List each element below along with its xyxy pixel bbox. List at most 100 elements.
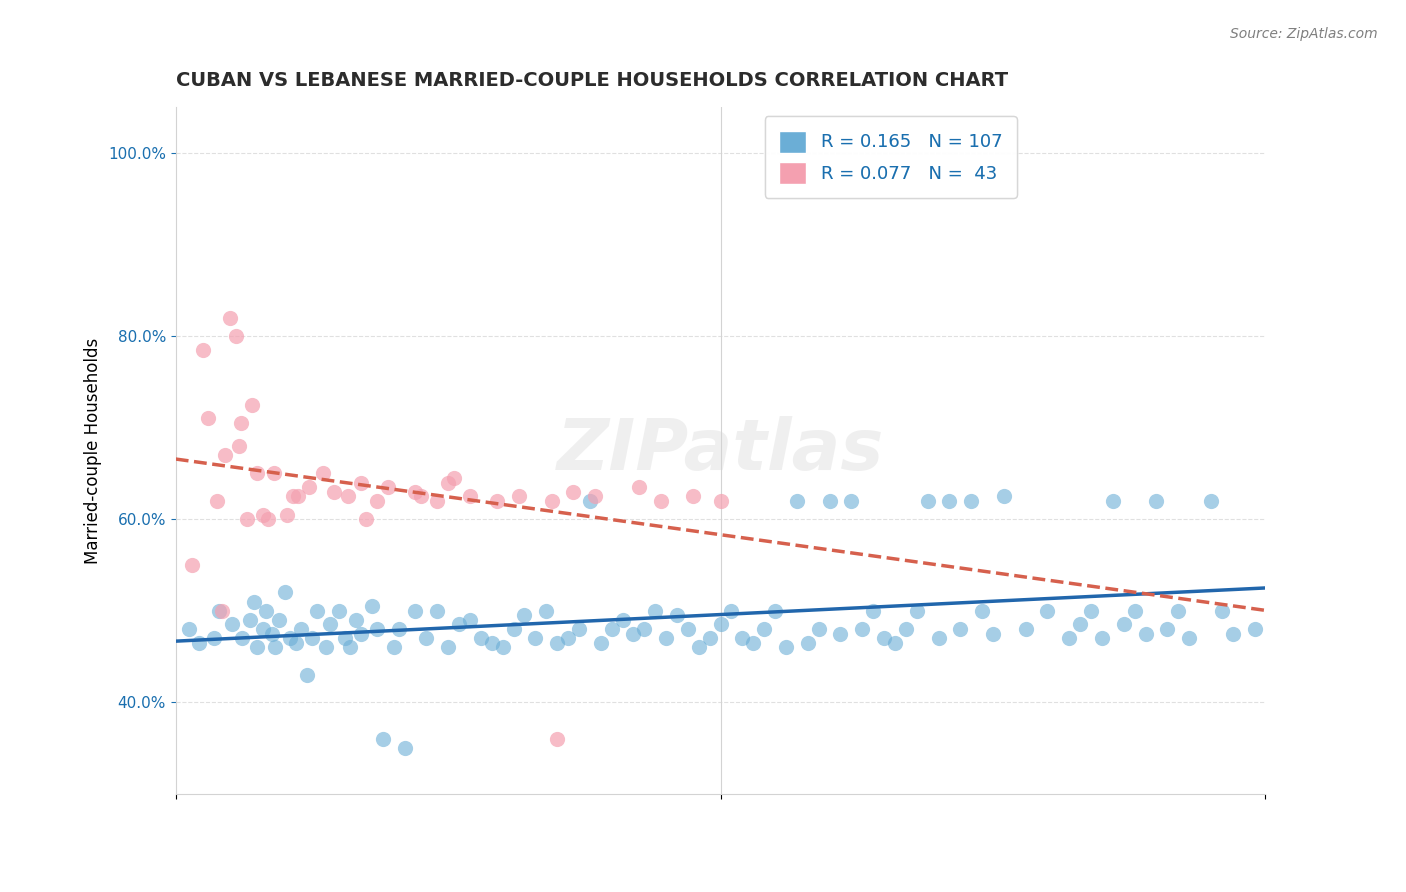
Point (231, 416, 253, 430)
Point (1080, 604, 1102, 618)
Point (513, 608, 536, 623)
Point (731, 631, 754, 645)
Point (775, 640, 797, 655)
Point (361, 599, 384, 614)
Point (443, 471, 465, 485)
Point (830, 626, 852, 640)
Point (1123, 604, 1146, 618)
Point (600, 622, 623, 636)
Point (269, 613, 291, 627)
Point (917, 493, 939, 508)
Point (394, 741, 416, 756)
Point (562, 484, 585, 499)
Point (283, 489, 305, 503)
Point (254, 604, 277, 618)
Point (301, 631, 323, 645)
Point (405, 604, 427, 618)
Point (688, 640, 710, 655)
Point (666, 608, 689, 623)
Text: CUBAN VS LEBANESE MARRIED-COUPLE HOUSEHOLDS CORRELATION CHART: CUBAN VS LEBANESE MARRIED-COUPLE HOUSEHO… (176, 71, 1008, 90)
Point (589, 636, 612, 650)
Point (486, 493, 509, 508)
Point (336, 489, 359, 503)
Point (181, 558, 204, 572)
Point (818, 493, 841, 508)
Point (295, 668, 318, 682)
Point (676, 622, 699, 636)
Point (568, 622, 591, 636)
Point (208, 604, 231, 618)
Point (540, 493, 562, 508)
Point (240, 398, 263, 412)
Point (231, 631, 253, 645)
Point (720, 604, 742, 618)
Point (502, 622, 524, 636)
Point (546, 731, 568, 746)
Point (252, 622, 274, 636)
Point (284, 636, 307, 650)
Point (960, 493, 983, 508)
Point (437, 640, 460, 655)
Point (264, 640, 287, 655)
Point (754, 622, 776, 636)
Point (1222, 626, 1244, 640)
Point (938, 493, 960, 508)
Point (235, 512, 257, 526)
Point (1102, 493, 1125, 508)
Point (1036, 604, 1059, 618)
Point (699, 631, 721, 645)
Point (298, 480, 321, 494)
Point (949, 622, 972, 636)
Point (682, 489, 704, 503)
Point (650, 493, 672, 508)
Point (1199, 493, 1222, 508)
Point (579, 493, 602, 508)
Point (333, 631, 356, 645)
Point (371, 731, 394, 746)
Point (205, 493, 228, 508)
Point (884, 636, 907, 650)
Point (458, 489, 481, 503)
Point (873, 631, 896, 645)
Point (274, 585, 297, 599)
Point (1135, 626, 1157, 640)
Point (1015, 622, 1038, 636)
Point (710, 617, 733, 632)
Point (356, 512, 378, 526)
Point (315, 640, 337, 655)
Point (1211, 604, 1233, 618)
Point (246, 467, 269, 481)
Point (612, 613, 634, 627)
Point (458, 613, 481, 627)
Point (409, 489, 432, 503)
Point (972, 604, 994, 618)
Point (583, 489, 606, 503)
Point (388, 622, 411, 636)
Point (621, 626, 644, 640)
Point (710, 493, 733, 508)
Point (981, 626, 1004, 640)
Point (276, 508, 298, 522)
Point (786, 493, 808, 508)
Point (239, 613, 262, 627)
Point (470, 631, 492, 645)
Point (312, 467, 335, 481)
Point (246, 640, 269, 655)
Point (1146, 493, 1168, 508)
Point (627, 480, 650, 494)
Point (257, 512, 280, 526)
Point (366, 622, 388, 636)
Y-axis label: Married-couple Households: Married-couple Households (84, 337, 103, 564)
Point (221, 617, 243, 632)
Point (228, 439, 250, 453)
Point (1091, 631, 1114, 645)
Point (1178, 631, 1201, 645)
Point (350, 626, 373, 640)
Point (841, 493, 863, 508)
Point (339, 640, 361, 655)
Point (197, 411, 219, 425)
Point (252, 508, 274, 522)
Point (366, 493, 388, 508)
Point (344, 613, 367, 627)
Point (546, 636, 568, 650)
